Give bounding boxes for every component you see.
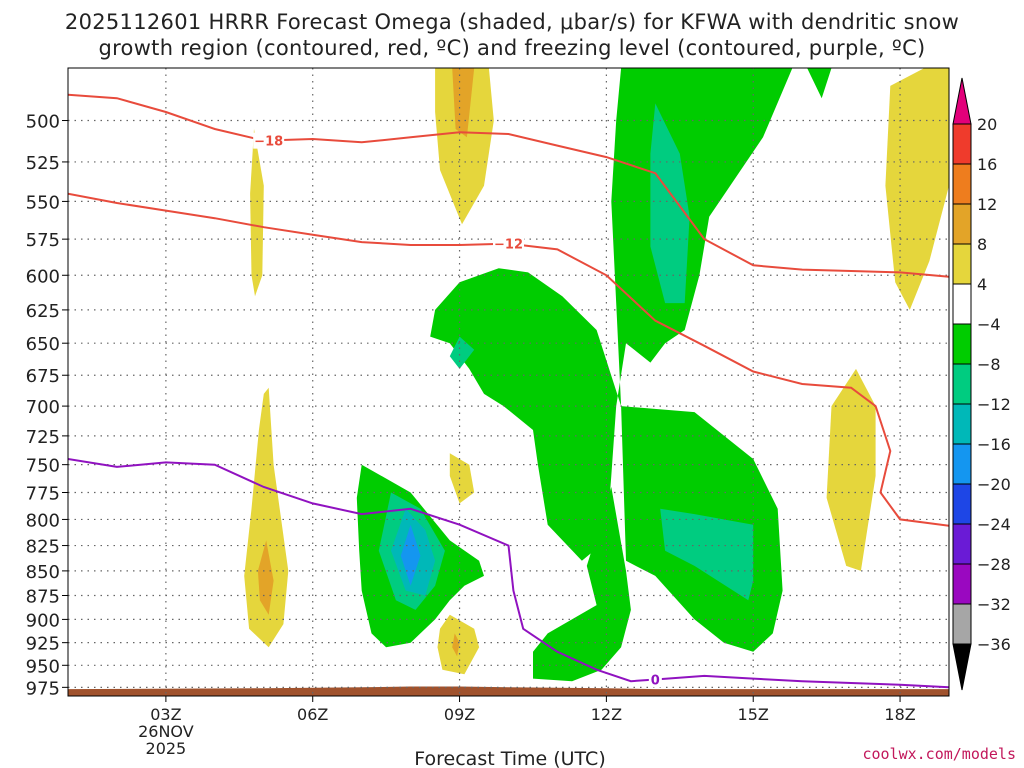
colorbar-band-2 bbox=[952, 163, 972, 205]
y-tick-label-600: 600 bbox=[26, 266, 60, 287]
colorbar-label-3: 8 bbox=[977, 235, 987, 254]
y-tick-label-625: 625 bbox=[26, 301, 60, 322]
contour-labels: −18 −12 0 bbox=[253, 132, 662, 688]
chart-title-line-1: 2025112601 HRRR Forecast Omega (shaded, … bbox=[64, 10, 960, 34]
colorbar-arrow-bottom bbox=[952, 643, 972, 691]
y-tick-label-850: 850 bbox=[26, 562, 60, 583]
colorbar-label-10: −24 bbox=[977, 515, 1011, 534]
omega-region-20 bbox=[400, 524, 421, 586]
freezing-level-label: 0 bbox=[651, 673, 660, 688]
colorbar-band-9 bbox=[952, 443, 972, 485]
plot-frame bbox=[67, 67, 950, 697]
x-tick-label-15: 15Z bbox=[738, 705, 769, 724]
contour-lines bbox=[68, 93, 949, 689]
colorbar-band-3 bbox=[952, 203, 972, 245]
grid-lines bbox=[68, 68, 949, 696]
y-tick-label-775: 775 bbox=[26, 483, 60, 504]
colorbar-arrow-top bbox=[952, 77, 972, 125]
colorbar-band-12 bbox=[952, 563, 972, 605]
temp-contour-0-label-bg bbox=[253, 132, 285, 149]
omega-region-15 bbox=[650, 103, 690, 304]
y-tick-label-500: 500 bbox=[26, 112, 60, 133]
y-tick-label-925: 925 bbox=[26, 634, 60, 655]
omega-region-0 bbox=[250, 129, 264, 297]
y-tick-label-700: 700 bbox=[26, 397, 60, 418]
omega-region-16 bbox=[449, 336, 475, 369]
omega-region-13 bbox=[533, 487, 631, 682]
colorbar-band-10 bbox=[952, 483, 972, 525]
omega-region-8 bbox=[885, 68, 949, 310]
y-tick-label-650: 650 bbox=[26, 334, 60, 355]
colorbar: 20 16 12 8 4 −4 −8 −12 −16 −20 −24 −28 −32 −36 bbox=[952, 77, 1011, 691]
temp-contour-1-label-bg bbox=[493, 235, 524, 252]
freezing-level-label-bg bbox=[648, 671, 662, 688]
colorbar-label-6: −8 bbox=[977, 355, 1001, 374]
colorbar-label-8: −16 bbox=[977, 435, 1011, 454]
omega-region-9 bbox=[826, 368, 876, 571]
colorbar-label-5: −4 bbox=[977, 315, 1001, 334]
omega-region-2 bbox=[452, 68, 475, 138]
colorbar-band-8 bbox=[952, 403, 972, 445]
terrain-surface bbox=[68, 686, 949, 696]
omega-region-17 bbox=[660, 508, 754, 601]
temp-contour-0-line bbox=[68, 93, 949, 278]
y-axis: 500 525 550 575 600 625 650 675 700 725 750 775 800 8… bbox=[26, 112, 68, 699]
y-tick-label-525: 525 bbox=[26, 153, 60, 174]
y-tick-label-675: 675 bbox=[26, 366, 60, 387]
y-tick-label-900: 900 bbox=[26, 610, 60, 631]
omega-region-1 bbox=[435, 68, 494, 225]
omega-region-10 bbox=[430, 68, 793, 561]
colorbar-label-12: −32 bbox=[977, 595, 1011, 614]
omega-region-7 bbox=[452, 633, 460, 657]
colorbar-label-4: 4 bbox=[977, 275, 987, 294]
x-tick-label-3: 03Z bbox=[150, 705, 181, 724]
y-tick-label-875: 875 bbox=[26, 586, 60, 607]
chart-title-line-2: growth region (contoured, red, ºC) and f… bbox=[98, 36, 926, 60]
omega-region-4 bbox=[257, 540, 274, 615]
colorbar-band-13 bbox=[952, 603, 972, 645]
omega-shading bbox=[244, 68, 949, 682]
x-tick-label-9: 09Z bbox=[444, 705, 475, 724]
colorbar-band-4 bbox=[952, 243, 972, 285]
colorbar-label-11: −28 bbox=[977, 555, 1011, 574]
colorbar-band-7 bbox=[952, 363, 972, 405]
temp-contour-1-line bbox=[68, 192, 949, 527]
omega-region-5 bbox=[449, 453, 475, 504]
colorbar-label-7: −12 bbox=[977, 395, 1011, 414]
colorbar-band-5 bbox=[952, 283, 972, 325]
y-tick-label-800: 800 bbox=[26, 510, 60, 531]
temp-contour-0-label: −18 bbox=[254, 135, 283, 150]
x-axis-label: Forecast Time (UTC) bbox=[414, 748, 605, 768]
terrain-layer bbox=[68, 686, 949, 696]
colorbar-label-2: 12 bbox=[977, 195, 997, 214]
y-tick-label-725: 725 bbox=[26, 427, 60, 448]
y-tick-label-750: 750 bbox=[26, 456, 60, 477]
y-tick-label-950: 950 bbox=[26, 656, 60, 677]
colorbar-label-13: −36 bbox=[977, 635, 1011, 654]
x-tick-year: 2025 bbox=[146, 739, 187, 758]
temp-contour-1-label: −12 bbox=[494, 238, 523, 253]
y-tick-label-575: 575 bbox=[26, 230, 60, 251]
colorbar-label-9: −20 bbox=[977, 475, 1011, 494]
y-tick-label-550: 550 bbox=[26, 192, 60, 213]
omega-region-3 bbox=[244, 387, 289, 648]
x-tick-date: 26NOV bbox=[138, 722, 194, 741]
freezing-level-line bbox=[68, 458, 949, 689]
colorbar-band-11 bbox=[952, 523, 972, 565]
colorbar-label-0: 20 bbox=[977, 115, 997, 134]
y-tick-label-975: 975 bbox=[26, 678, 60, 699]
colorbar-label-1: 16 bbox=[977, 155, 997, 174]
x-tick-label-12: 12Z bbox=[591, 705, 622, 724]
colorbar-band-6 bbox=[952, 323, 972, 365]
colorbar-band-1 bbox=[952, 123, 972, 165]
source-credit: coolwx.com/models bbox=[862, 745, 1016, 763]
x-tick-label-6: 06Z bbox=[297, 705, 328, 724]
x-tick-label-18: 18Z bbox=[884, 705, 915, 724]
y-tick-label-825: 825 bbox=[26, 537, 60, 558]
omega-region-11 bbox=[772, 68, 832, 99]
